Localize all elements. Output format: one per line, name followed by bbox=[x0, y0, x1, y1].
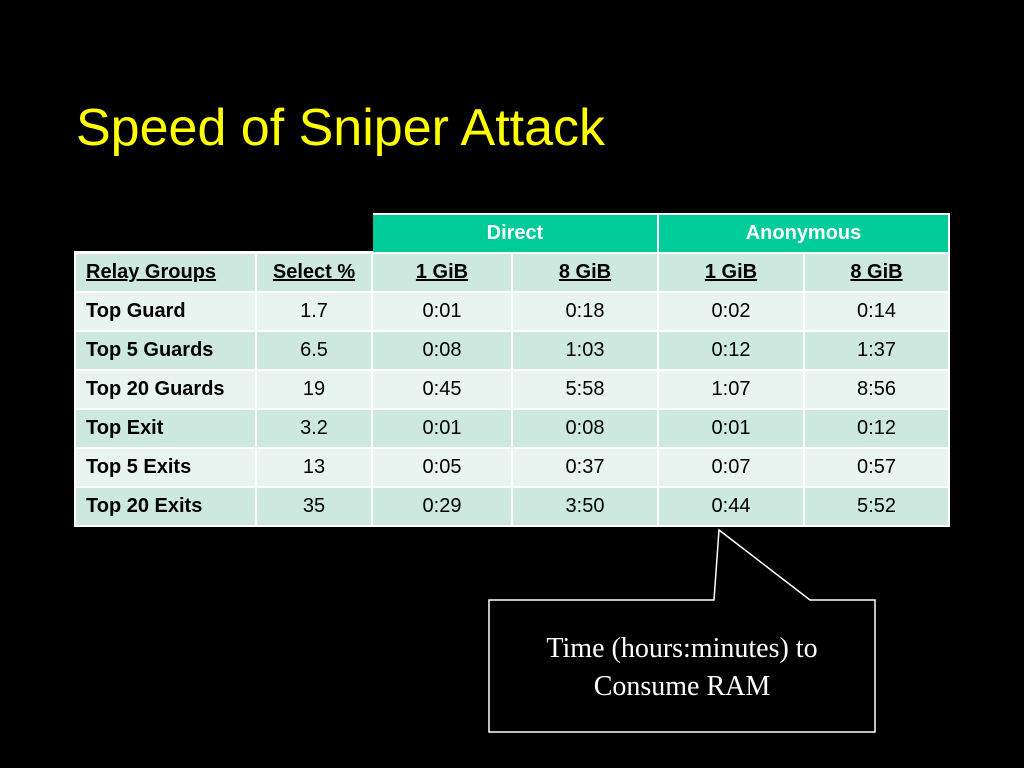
column-header: Select % bbox=[255, 251, 373, 293]
row-label-cell: Top Exit bbox=[74, 408, 257, 449]
table-cell: 0:07 bbox=[657, 447, 805, 488]
table-cell: 13 bbox=[255, 447, 373, 488]
table-cell: 0:01 bbox=[657, 408, 805, 449]
table-row: Top Exit 3.2 0:01 0:08 0:01 0:12 bbox=[74, 408, 950, 449]
table-cell: 35 bbox=[255, 486, 373, 527]
table-cell: 6.5 bbox=[255, 330, 373, 371]
callout-line: Time (hours:minutes) to bbox=[546, 633, 818, 664]
row-label-cell: Top 20 Guards bbox=[74, 369, 257, 410]
table-cell: 1.7 bbox=[255, 291, 373, 332]
table-column-header-row: Relay Groups Select % 1 GiB 8 GiB 1 GiB 8 GiB bbox=[74, 251, 950, 293]
table-cell: 3.2 bbox=[255, 408, 373, 449]
callout-line: Consume RAM bbox=[593, 671, 771, 702]
group-header-anonymous: Anonymous bbox=[657, 213, 950, 254]
group-header-direct: Direct bbox=[371, 213, 659, 254]
table-cell: 8:56 bbox=[803, 369, 950, 410]
table-row: Top Guard 1.7 0:01 0:18 0:02 0:14 bbox=[74, 291, 950, 332]
row-label-cell: Top Guard bbox=[74, 291, 257, 332]
table-row: Top 5 Guards 6.5 0:08 1:03 0:12 1:37 bbox=[74, 330, 950, 371]
table-cell: 0:44 bbox=[657, 486, 805, 527]
callout-text: Time (hours:minutes) to Consume RAM bbox=[489, 630, 875, 706]
table-cell: 0:18 bbox=[511, 291, 659, 332]
table-row: Top 20 Guards 19 0:45 5:58 1:07 8:56 bbox=[74, 369, 950, 410]
column-header: Relay Groups bbox=[74, 251, 257, 293]
table-cell: 0:12 bbox=[657, 330, 805, 371]
table-cell: 0:45 bbox=[371, 369, 513, 410]
column-header: 8 GiB bbox=[511, 251, 659, 293]
table-cell: 0:14 bbox=[803, 291, 950, 332]
column-header: 8 GiB bbox=[803, 251, 950, 293]
table-cell: 0:01 bbox=[371, 408, 513, 449]
slide-title: Speed of Sniper Attack bbox=[76, 99, 606, 157]
table-row: Top 20 Exits 35 0:29 3:50 0:44 5:52 bbox=[74, 486, 950, 527]
table-cell: 0:29 bbox=[371, 486, 513, 527]
table-cell: 0:37 bbox=[511, 447, 659, 488]
callout-shape bbox=[488, 528, 876, 733]
table-cell: 0:12 bbox=[803, 408, 950, 449]
table-cell: 0:01 bbox=[371, 291, 513, 332]
attack-speed-table: Direct Anonymous Relay Groups Select % 1 GiB… bbox=[74, 213, 950, 527]
table-cell: 1:07 bbox=[657, 369, 805, 410]
table-cell: 3:50 bbox=[511, 486, 659, 527]
table-cell: 19 bbox=[255, 369, 373, 410]
row-label-cell: Top 5 Guards bbox=[74, 330, 257, 371]
table-cell: 1:03 bbox=[511, 330, 659, 371]
row-label-cell: Top 5 Exits bbox=[74, 447, 257, 488]
table-cell: 5:58 bbox=[511, 369, 659, 410]
empty-corner-cell bbox=[74, 213, 373, 254]
column-header: 1 GiB bbox=[371, 251, 513, 293]
table-cell: 0:02 bbox=[657, 291, 805, 332]
table-cell: 0:05 bbox=[371, 447, 513, 488]
row-label-cell: Top 20 Exits bbox=[74, 486, 257, 527]
table-row: Top 5 Exits 13 0:05 0:37 0:07 0:57 bbox=[74, 447, 950, 488]
table-cell: 5:52 bbox=[803, 486, 950, 527]
column-header: 1 GiB bbox=[657, 251, 805, 293]
table-cell: 0:08 bbox=[371, 330, 513, 371]
table-cell: 0:08 bbox=[511, 408, 659, 449]
table-cell: 0:57 bbox=[803, 447, 950, 488]
table-cell: 1:37 bbox=[803, 330, 950, 371]
table-group-header-row: Direct Anonymous bbox=[74, 213, 950, 254]
